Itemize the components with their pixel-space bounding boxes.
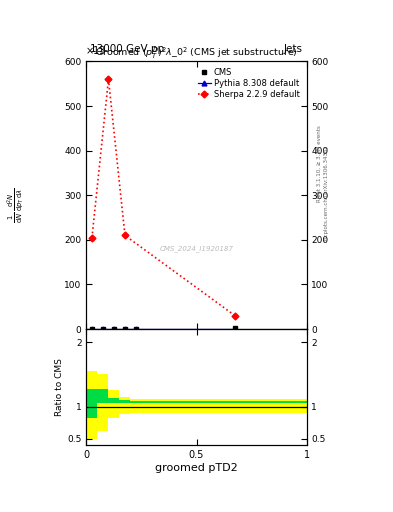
- Text: 13000 GeV pp: 13000 GeV pp: [90, 44, 165, 54]
- Pythia 8.308 default: [123, 326, 127, 332]
- Line: Pythia 8.308 default: Pythia 8.308 default: [90, 327, 237, 331]
- Y-axis label: Ratio to CMS: Ratio to CMS: [55, 358, 64, 416]
- Sherpa 2.2.9 default: [123, 232, 127, 239]
- CMS: [233, 325, 237, 331]
- Pythia 8.308 default: [233, 326, 237, 332]
- Pythia 8.308 default: [112, 326, 116, 332]
- Pythia 8.308 default: [134, 326, 138, 332]
- Sherpa 2.2.9 default: [233, 313, 237, 319]
- Text: Rivet 3.1.10, ≥ 3.3M events: Rivet 3.1.10, ≥ 3.3M events: [316, 125, 321, 202]
- CMS: [134, 326, 138, 332]
- X-axis label: groomed pTD2: groomed pTD2: [155, 463, 238, 473]
- Text: CMS_2024_I1920187: CMS_2024_I1920187: [160, 245, 233, 252]
- Pythia 8.308 default: [101, 326, 105, 332]
- Sherpa 2.2.9 default: [106, 76, 111, 82]
- Text: $\frac{1}{\mathrm{d}N}\,\frac{\mathrm{d}^2N}{\mathrm{d}p_T\,\mathrm{d}\lambda}$: $\frac{1}{\mathrm{d}N}\,\frac{\mathrm{d}…: [6, 187, 26, 223]
- CMS: [101, 326, 105, 332]
- Text: ×13: ×13: [85, 46, 106, 56]
- Text: mcplots.cern.ch [arXiv:1306.3436]: mcplots.cern.ch [arXiv:1306.3436]: [324, 147, 329, 242]
- CMS: [90, 326, 94, 332]
- Line: Sherpa 2.2.9 default: Sherpa 2.2.9 default: [90, 77, 237, 318]
- Sherpa 2.2.9 default: [90, 234, 94, 241]
- Pythia 8.308 default: [90, 326, 94, 332]
- Text: Jets: Jets: [284, 44, 303, 54]
- Line: CMS: CMS: [90, 326, 237, 331]
- Title: Groomed $(p_T^D)^2\lambda\_0^2$ (CMS jet substructure): Groomed $(p_T^D)^2\lambda\_0^2$ (CMS jet…: [95, 46, 298, 61]
- Legend: CMS, Pythia 8.308 default, Sherpa 2.2.9 default: CMS, Pythia 8.308 default, Sherpa 2.2.9 …: [196, 66, 302, 102]
- CMS: [123, 326, 127, 332]
- CMS: [112, 326, 116, 332]
